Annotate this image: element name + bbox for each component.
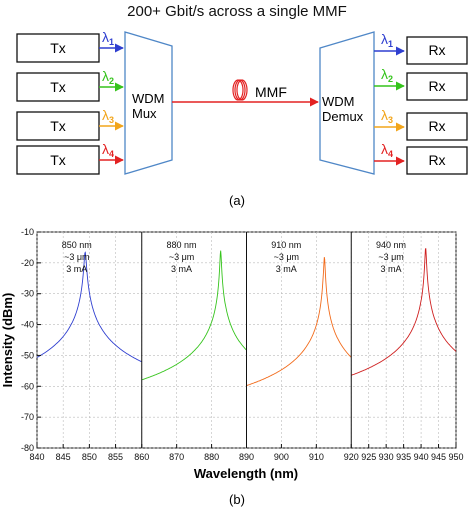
tx-box-2 [16, 72, 100, 102]
caption-a: (a) [229, 193, 245, 208]
x-tick-label: 880 [204, 452, 219, 462]
panel-note-line: ~3 μm [378, 252, 403, 262]
x-axis: 840 845 850 855 860 870 880 890 900 910 920 925 930 9… [29, 444, 464, 462]
tx-label-2: Tx [50, 79, 66, 95]
y-tick-label: -10 [21, 227, 34, 237]
rx-label-4: Rx [428, 152, 445, 168]
panel-note-line: 880 nm [167, 240, 197, 250]
panel-note-line: 3 mA [66, 264, 87, 274]
spectrum-line-2 [141, 250, 247, 381]
y-axis-label: Intensity (dBm) [0, 293, 15, 388]
panel-note-line: ~3 μm [274, 252, 299, 262]
tx-label-3: Tx [50, 118, 66, 134]
y-tick-label: -40 [21, 320, 34, 330]
rx-box-4 [406, 146, 468, 175]
rx-label-3: Rx [428, 118, 445, 134]
rx-label-1: Rx [428, 42, 445, 58]
spectra-layer [36, 248, 457, 387]
x-tick-label: 945 [431, 452, 446, 462]
tx-box-1 [16, 33, 100, 63]
y-tick-label: -30 [21, 289, 34, 299]
tx-label-1: Tx [50, 40, 66, 56]
x-tick-label: 925 [361, 452, 376, 462]
x-tick-label: 935 [396, 452, 411, 462]
x-tick-label: 920 [344, 452, 359, 462]
rx-arrows [374, 46, 405, 166]
rx-lambda-3: λ3 [381, 107, 393, 125]
rx-box-1 [406, 36, 468, 65]
panel-note-line: 3 mA [171, 264, 192, 274]
y-axis: -80 -70 -60 -50 -40 -30 -20 -10 [21, 227, 41, 453]
spectra-chart: -80 -70 -60 -50 -40 -30 -20 -10 840 845 850 855 860… [0, 227, 464, 507]
x-tick-label: 855 [108, 452, 123, 462]
panel-note-line: ~3 μm [169, 252, 194, 262]
rx-box-3 [406, 112, 468, 141]
panel-note-line: 3 mA [276, 264, 297, 274]
rx-lambda-4: λ4 [381, 141, 393, 159]
rx-lambda-1: λ1 [381, 31, 393, 49]
diagram-title: 200+ Gbit/s across a single MMF [127, 3, 347, 20]
x-tick-label: 890 [239, 452, 254, 462]
rx-lambda-labels: λ1 λ2 λ3 λ4 [381, 31, 393, 159]
y-tick-label: -60 [21, 381, 34, 391]
tx-lambda-labels: λ1 λ2 λ3 λ4 [102, 29, 114, 159]
tx-box-3 [16, 111, 100, 141]
x-axis-label: Wavelength (nm) [194, 466, 298, 481]
wdm-mux-box [124, 31, 173, 175]
rx-lambda-2: λ2 [381, 66, 393, 84]
mux-label-line2: Mux [132, 106, 157, 121]
panel-note-line: ~3 μm [64, 252, 89, 262]
spectrum-line-1 [36, 251, 142, 363]
tx-label-4: Tx [50, 152, 66, 168]
panel-note-line: 940 nm [376, 240, 406, 250]
fiber-coil [232, 79, 248, 101]
tx-lambda-4: λ4 [102, 141, 114, 159]
demux-label-line1: WDM [322, 94, 355, 109]
y-tick-label: -80 [21, 443, 34, 453]
wdm-demux-box [319, 31, 375, 175]
x-tick-label: 950 [448, 452, 463, 462]
tx-lambda-3: λ3 [102, 107, 114, 125]
x-tick-label: 930 [379, 452, 394, 462]
tx-arrows [99, 43, 124, 165]
y-tick-label: -50 [21, 350, 34, 360]
demux-label-line2: Demux [322, 109, 364, 124]
x-tick-label: 840 [29, 452, 44, 462]
x-tick-label: 910 [309, 452, 324, 462]
panel-note-line: 910 nm [271, 240, 301, 250]
spectrum-line-3 [246, 257, 352, 387]
x-tick-label: 850 [82, 452, 97, 462]
y-tick-label: -70 [21, 412, 34, 422]
panel-note-line: 3 mA [381, 264, 402, 274]
x-tick-label: 845 [56, 452, 71, 462]
panel-note-line: 850 nm [62, 240, 92, 250]
tx-lambda-1: λ1 [102, 29, 114, 47]
rx-box-2 [406, 72, 468, 101]
fiber-label: MMF [255, 84, 287, 100]
spectrum-line-4 [351, 248, 457, 376]
x-tick-label: 940 [414, 452, 429, 462]
mux-label-line1: WDM [132, 91, 165, 106]
x-tick-label: 860 [134, 452, 149, 462]
y-tick-label: -20 [21, 258, 34, 268]
tx-lambda-2: λ2 [102, 68, 114, 86]
rx-label-2: Rx [428, 78, 445, 94]
tx-group: Tx Tx Tx Tx [16, 33, 100, 175]
panel-notes: 850 nm ~3 μm 3 mA 880 nm ~3 μm 3 mA 910 nm ~3 μ… [62, 240, 406, 274]
x-tick-label: 870 [169, 452, 184, 462]
panel-dividers [141, 232, 352, 448]
caption-b: (b) [229, 492, 245, 507]
rx-group: Rx Rx Rx Rx [406, 36, 468, 175]
x-tick-label: 900 [274, 452, 289, 462]
